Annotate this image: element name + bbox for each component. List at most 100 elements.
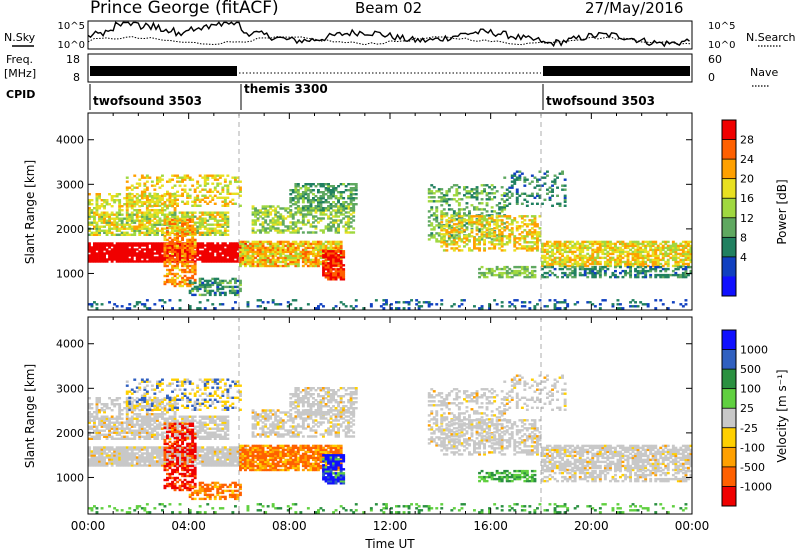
power-cell xyxy=(485,194,489,197)
power-cell xyxy=(681,305,685,308)
power-cell xyxy=(352,197,356,200)
power-cell xyxy=(470,249,474,252)
power-cell xyxy=(596,262,600,266)
power-cell xyxy=(332,225,335,228)
power-cell xyxy=(261,260,265,264)
power-cell xyxy=(158,211,162,214)
power-cell xyxy=(115,258,119,261)
power-cell xyxy=(294,260,298,264)
power-cell xyxy=(88,211,91,214)
power-cell xyxy=(536,235,539,238)
power-cell xyxy=(681,273,685,277)
power-cell xyxy=(616,275,620,279)
power-cell xyxy=(558,246,562,250)
power-cell xyxy=(475,227,479,230)
power-cell xyxy=(211,246,215,249)
power-cell xyxy=(264,260,268,264)
power-cell xyxy=(334,221,338,224)
power-cell xyxy=(480,192,484,195)
power-cell xyxy=(457,305,461,308)
power-cell xyxy=(470,221,474,224)
power-cell xyxy=(299,193,303,196)
power-cell xyxy=(93,248,96,251)
power-cell xyxy=(598,275,602,279)
power-cell xyxy=(556,248,559,252)
power-cell xyxy=(206,283,210,287)
power-cell xyxy=(450,241,454,244)
power-cell xyxy=(631,244,635,248)
power-cell xyxy=(198,307,202,310)
power-cell xyxy=(473,192,476,195)
power-cell xyxy=(143,192,147,195)
power-cell xyxy=(281,260,285,264)
power-cell xyxy=(226,190,230,193)
power-cell xyxy=(324,207,328,210)
power-cell xyxy=(515,170,519,173)
power-cell xyxy=(88,209,91,212)
power-cell xyxy=(95,227,99,230)
power-cell xyxy=(95,195,99,198)
power-cell xyxy=(528,231,532,234)
power-cell xyxy=(171,258,174,262)
power-cell xyxy=(254,211,257,214)
power-cell xyxy=(183,258,187,262)
power-cell xyxy=(578,273,582,277)
power-cell xyxy=(609,242,612,246)
power-cell xyxy=(301,256,305,260)
power-cell xyxy=(93,217,96,220)
velocity-cell xyxy=(110,460,114,463)
power-cell xyxy=(100,199,104,202)
power-cell xyxy=(299,240,303,244)
power-cell xyxy=(624,244,627,248)
power-cell xyxy=(546,244,549,248)
power-cell xyxy=(216,211,220,214)
power-cell xyxy=(301,213,305,216)
power-cell xyxy=(271,301,275,304)
power-cell xyxy=(241,256,245,259)
power-cell xyxy=(395,301,398,304)
power-cell xyxy=(140,303,144,306)
power-cell xyxy=(327,278,330,281)
power-cell xyxy=(156,199,159,202)
power-cell xyxy=(259,264,262,268)
power-cell xyxy=(681,262,685,266)
power-cell xyxy=(457,212,461,215)
power-cell xyxy=(294,264,298,268)
power-cell xyxy=(135,215,139,218)
power-cell xyxy=(523,180,527,183)
power-cell xyxy=(161,248,164,251)
power-cell xyxy=(198,252,202,255)
power-cell xyxy=(186,264,190,268)
power-cell xyxy=(153,242,157,245)
power-cell xyxy=(168,218,172,221)
power-cell xyxy=(216,285,220,289)
power-cell xyxy=(591,275,595,279)
power-cell xyxy=(276,217,280,220)
power-cell xyxy=(105,260,109,263)
power-cell xyxy=(181,217,184,220)
power-cell xyxy=(128,196,132,199)
power-cell xyxy=(684,240,688,244)
power-cell xyxy=(314,248,318,252)
power-cell xyxy=(274,211,278,214)
power-cell xyxy=(186,258,190,261)
power-cell xyxy=(664,250,668,254)
power-cell xyxy=(88,244,91,247)
power-cell xyxy=(178,244,182,247)
power-cell xyxy=(276,250,280,254)
power-cell xyxy=(671,242,675,246)
power-cell xyxy=(138,182,142,185)
power-cell xyxy=(314,199,318,202)
power-cell xyxy=(108,254,111,257)
power-cell xyxy=(656,248,660,252)
power-cell xyxy=(684,262,688,266)
power-cell xyxy=(352,307,356,310)
power-cell xyxy=(646,242,650,246)
power-cell xyxy=(676,244,680,248)
power-cell xyxy=(440,221,444,224)
power-cell xyxy=(536,237,539,240)
power-cell xyxy=(510,180,514,183)
power-cell xyxy=(327,242,330,246)
power-cell xyxy=(644,269,648,273)
power-cell xyxy=(644,246,648,250)
